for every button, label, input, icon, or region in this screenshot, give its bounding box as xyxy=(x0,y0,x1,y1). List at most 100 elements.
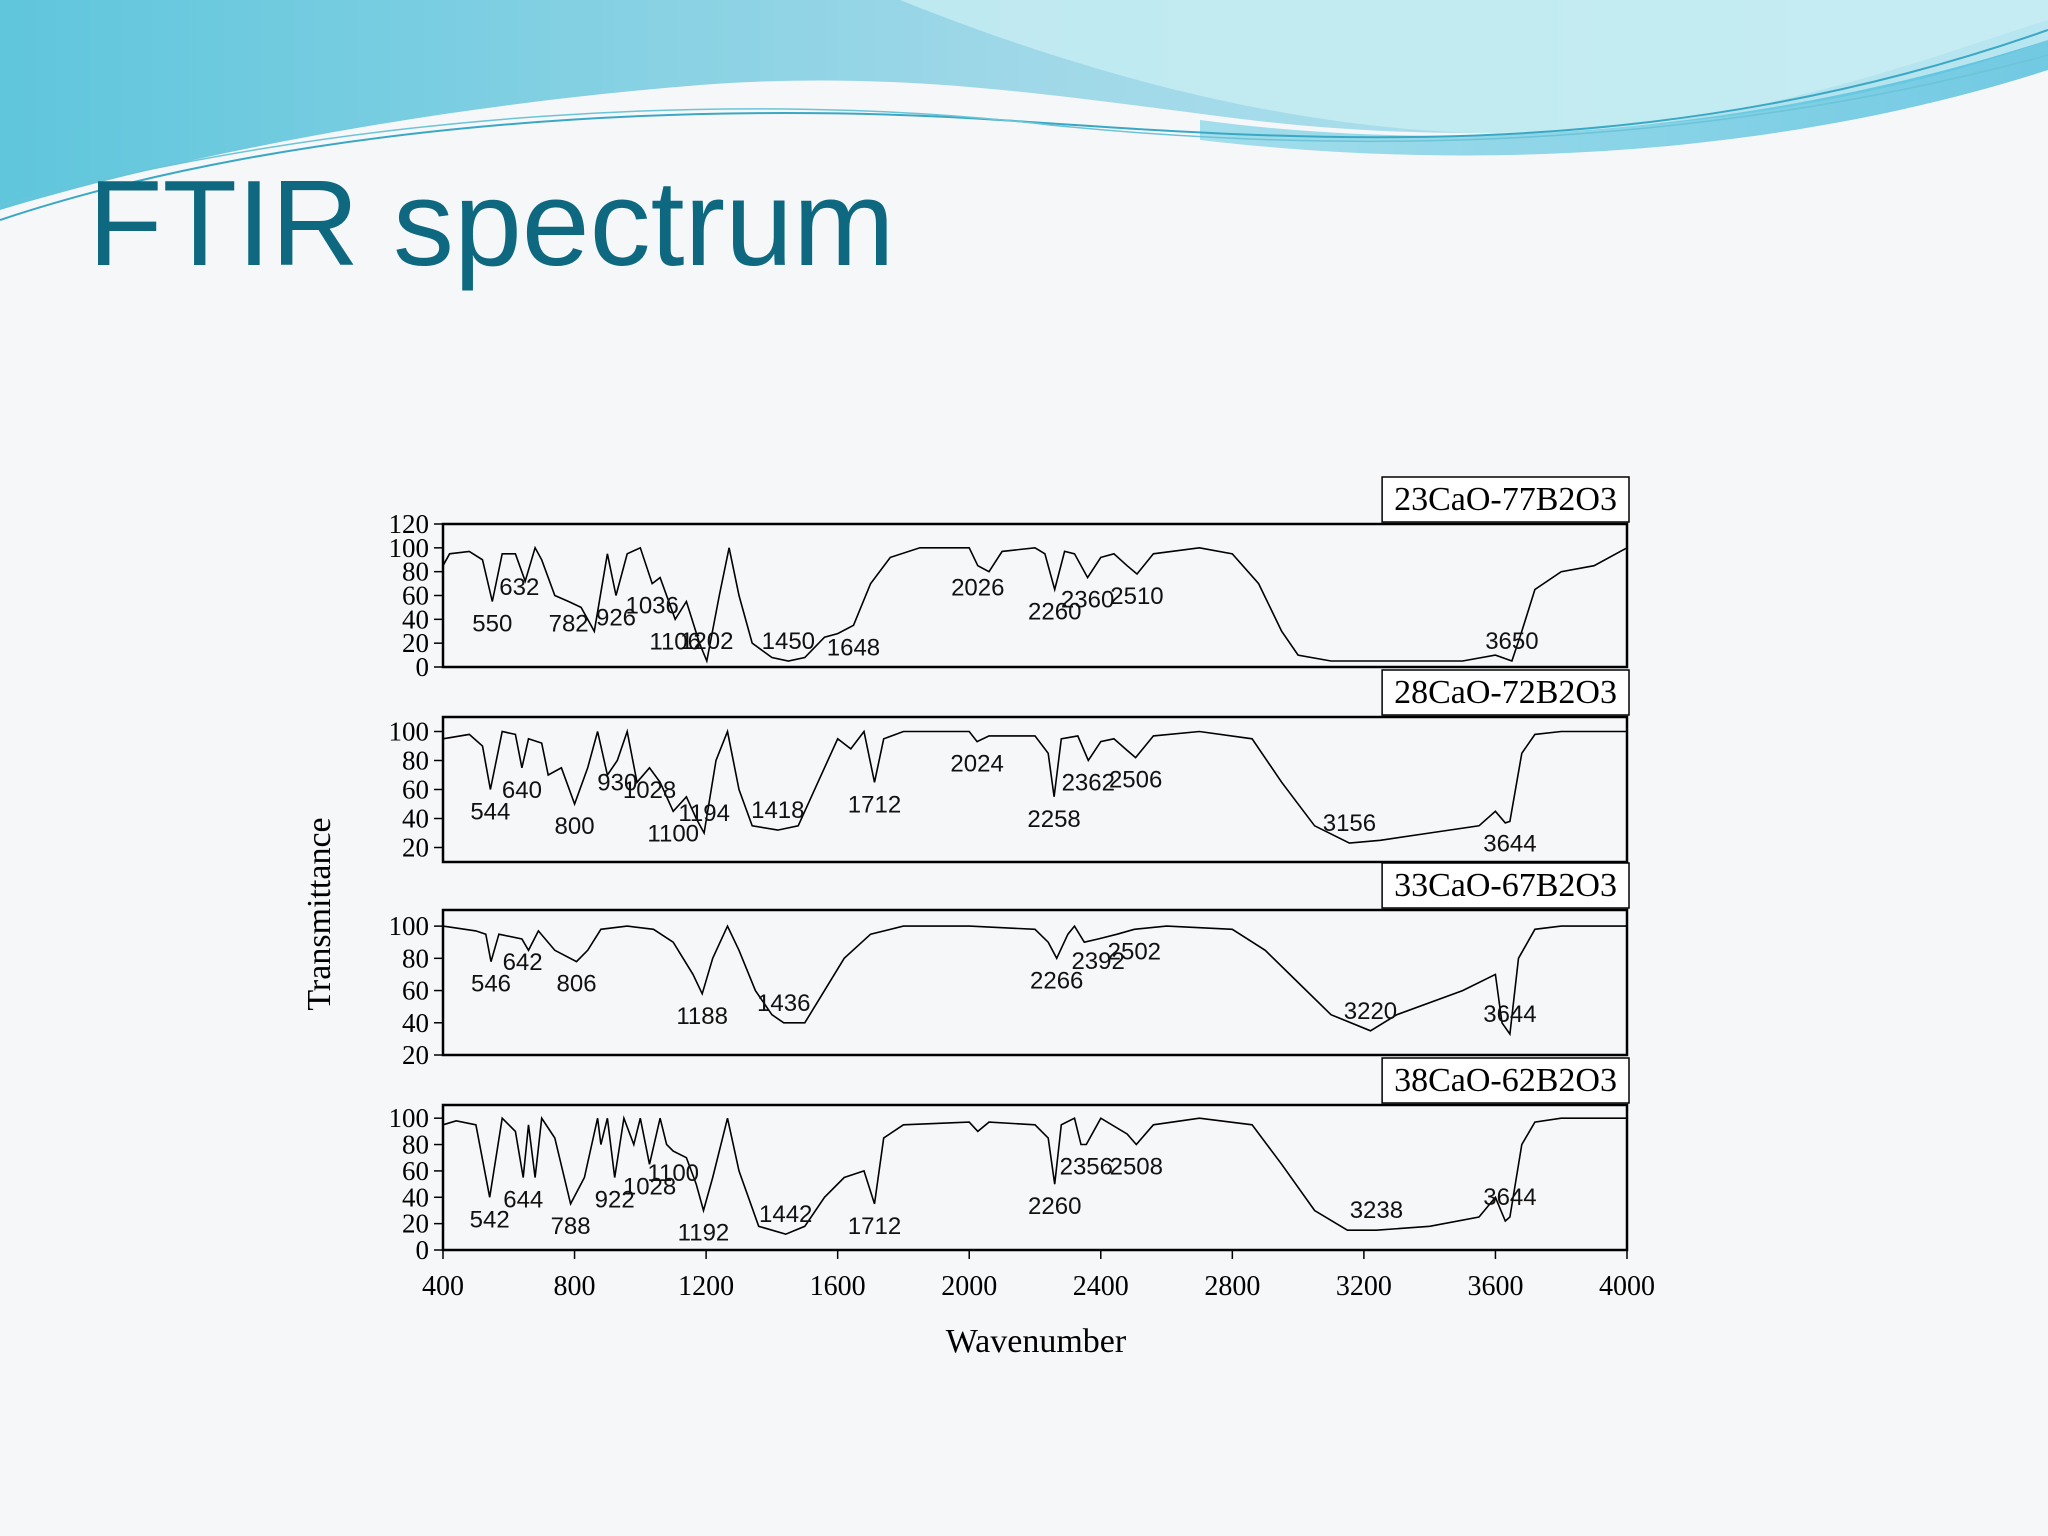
peak-label: 1648 xyxy=(827,634,880,661)
peak-label: 1028 xyxy=(623,1173,676,1200)
peak-label: 2508 xyxy=(1110,1154,1163,1181)
peak-label: 1202 xyxy=(680,628,733,655)
peak-label: 1100 xyxy=(647,820,699,847)
plot-frame xyxy=(441,522,1629,669)
panel-label: 23CaO-77B2O3 xyxy=(1394,481,1617,518)
spectrum-line xyxy=(442,924,1627,1037)
peak-label: 2506 xyxy=(1109,767,1162,794)
y-tick-label: 80 xyxy=(402,557,429,587)
peak-label: 2024 xyxy=(950,751,1003,778)
y-tick-label: 0 xyxy=(416,652,430,682)
peak-label: 788 xyxy=(551,1213,591,1240)
panel-label-box xyxy=(1381,669,1630,716)
y-tick-label: 40 xyxy=(402,804,429,834)
y-tick-label: 0 xyxy=(416,1235,430,1265)
peak-label: 3644 xyxy=(1483,830,1536,857)
x-tick-label: 2000 xyxy=(941,1271,997,1302)
y-tick-label: 40 xyxy=(402,1182,429,1212)
y-tick-label: 100 xyxy=(389,533,430,563)
y-tick-label: 60 xyxy=(402,1156,429,1186)
y-tick-label: 60 xyxy=(402,775,429,805)
spectrum-line xyxy=(442,545,1628,664)
peak-label: 1106 xyxy=(649,628,701,655)
peak-label: 544 xyxy=(470,799,510,826)
y-tick-label: 80 xyxy=(402,746,429,776)
peak-label: 640 xyxy=(502,777,542,804)
panel-label: 28CaO-72B2O3 xyxy=(1394,674,1617,711)
x-tick-label: 1200 xyxy=(678,1271,734,1302)
peak-label: 2392 xyxy=(1071,948,1124,975)
peak-label: 1192 xyxy=(678,1219,730,1246)
y-tick-label: 20 xyxy=(402,1040,429,1070)
x-tick-label: 2400 xyxy=(1073,1271,1129,1302)
peak-label: 922 xyxy=(595,1187,635,1214)
y-tick-label: 40 xyxy=(402,1008,429,1038)
peak-label: 930 xyxy=(597,770,637,797)
panel-label-box xyxy=(1381,1057,1630,1104)
peak-label: 2362 xyxy=(1062,770,1115,797)
peak-label: 1442 xyxy=(759,1201,812,1228)
panel-label-box xyxy=(1381,476,1630,523)
peak-label: 2258 xyxy=(1027,806,1080,833)
peak-label: 1712 xyxy=(848,1213,901,1240)
y-tick-label: 20 xyxy=(402,628,429,658)
y-tick-label: 80 xyxy=(402,1130,429,1160)
y-tick-label: 20 xyxy=(402,1209,429,1239)
y-tick-label: 100 xyxy=(389,911,430,941)
panel-label-box xyxy=(1381,862,1630,909)
peak-label: 550 xyxy=(472,610,512,637)
x-tick-label: 1600 xyxy=(810,1271,866,1302)
peak-label: 546 xyxy=(471,971,511,998)
peak-label: 1028 xyxy=(623,777,676,804)
y-tick-label: 80 xyxy=(402,943,429,973)
peak-label: 2026 xyxy=(951,575,1004,602)
x-tick-label: 2800 xyxy=(1204,1271,1260,1302)
peak-label: 1188 xyxy=(676,1003,728,1030)
y-tick-label: 100 xyxy=(389,717,430,747)
peak-label: 3156 xyxy=(1323,810,1376,837)
panel: 28CaO-72B2O32040608010054464080093010281… xyxy=(389,669,1630,864)
peak-label: 642 xyxy=(503,949,543,976)
x-tick-label: 3200 xyxy=(1336,1271,1392,1302)
header-decoration xyxy=(0,0,2048,221)
peak-label: 3238 xyxy=(1350,1197,1403,1224)
y-tick-label: 40 xyxy=(402,604,429,634)
plot-frame xyxy=(441,908,1629,1057)
peak-label: 2360 xyxy=(1061,587,1114,614)
plot-frame xyxy=(441,1103,1629,1252)
spectrum-line xyxy=(442,728,1627,844)
peak-label: 2356 xyxy=(1060,1154,1113,1181)
peak-label: 2502 xyxy=(1108,938,1161,965)
panel-label: 33CaO-67B2O3 xyxy=(1394,867,1617,904)
y-tick-label: 60 xyxy=(402,581,429,611)
peak-label: 1036 xyxy=(625,593,678,620)
peak-label: 1100 xyxy=(647,1160,699,1187)
panel-label: 38CaO-62B2O3 xyxy=(1394,1062,1617,1099)
peak-label: 782 xyxy=(549,610,589,637)
y-axis-label: Transmittance xyxy=(301,817,338,1010)
y-tick-label: 20 xyxy=(402,833,429,863)
peak-label: 800 xyxy=(555,813,595,840)
y-tick-label: 120 xyxy=(389,509,430,539)
peak-label: 2260 xyxy=(1028,599,1081,626)
peak-label: 1450 xyxy=(762,628,815,655)
peak-label: 2260 xyxy=(1028,1193,1081,1220)
peak-label: 3220 xyxy=(1344,998,1397,1025)
peak-label: 926 xyxy=(596,605,636,632)
y-tick-label: 100 xyxy=(389,1103,430,1133)
spectrum-line xyxy=(442,1115,1627,1236)
peak-label: 1194 xyxy=(678,800,730,827)
peak-label: 1418 xyxy=(751,797,804,824)
peak-label: 3650 xyxy=(1485,628,1538,655)
peak-label: 542 xyxy=(470,1206,510,1233)
x-tick-label: 4000 xyxy=(1599,1271,1655,1302)
peak-label: 2266 xyxy=(1030,967,1083,994)
x-axis-label: Wavenumber xyxy=(946,1323,1127,1360)
peak-label: 2510 xyxy=(1110,583,1163,610)
slide-title: FTIR spectrum xyxy=(88,155,895,291)
x-tick-label: 800 xyxy=(554,1271,596,1302)
